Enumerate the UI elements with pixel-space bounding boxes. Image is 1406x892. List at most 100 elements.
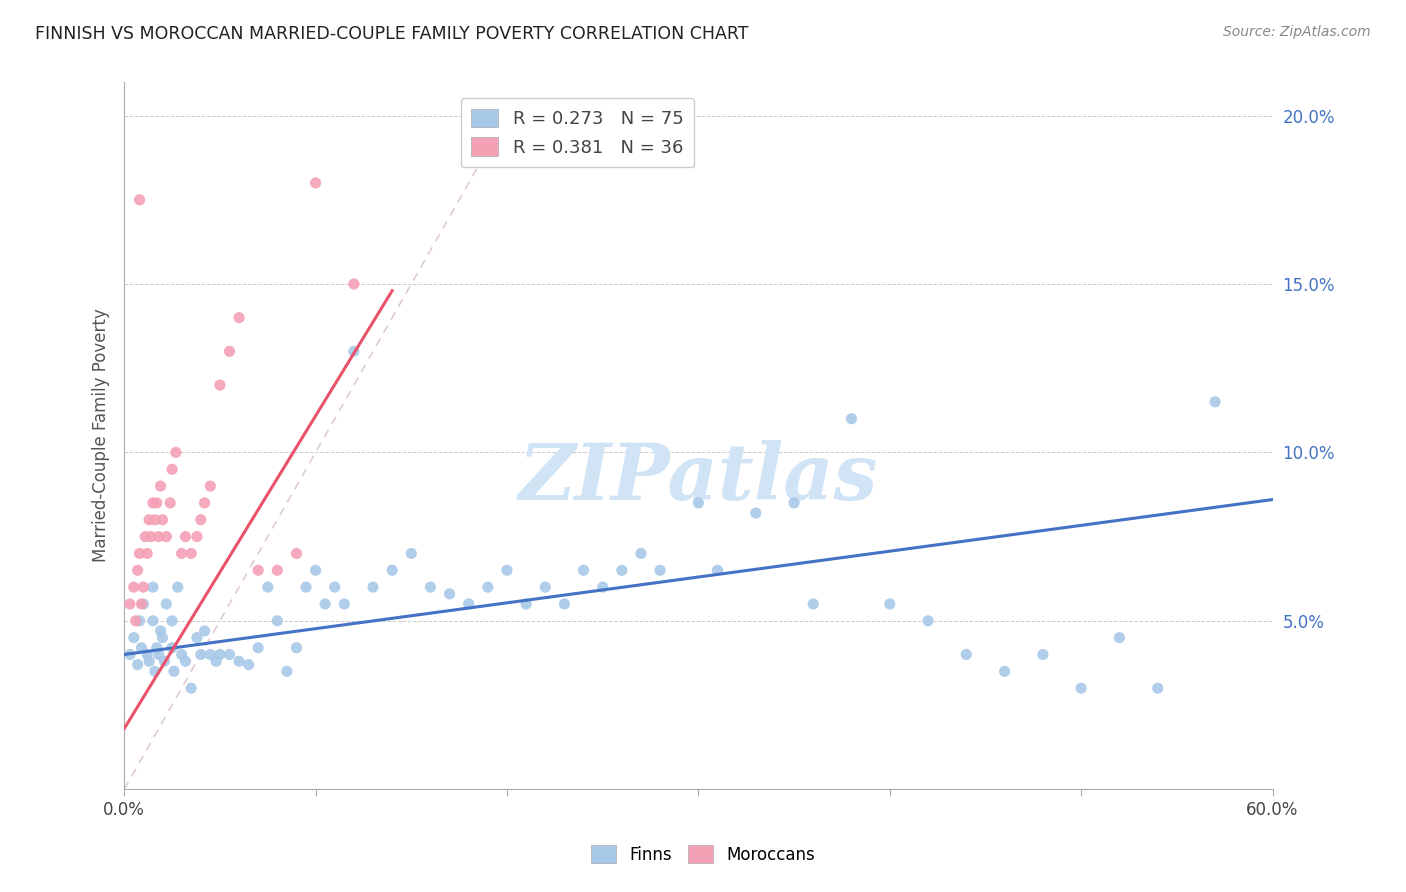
Point	[879, 597, 901, 611]
Point	[343, 277, 366, 291]
Point	[155, 597, 177, 611]
Point	[228, 310, 250, 325]
Point	[323, 580, 346, 594]
Point	[186, 530, 208, 544]
Point	[218, 344, 240, 359]
Point	[247, 563, 270, 577]
Point	[186, 631, 208, 645]
Point	[401, 546, 423, 560]
Point	[152, 513, 174, 527]
Point	[131, 597, 153, 611]
Point	[145, 640, 167, 655]
Point	[200, 648, 222, 662]
Point	[138, 513, 160, 527]
Point	[841, 411, 863, 425]
Legend: Finns, Moroccans: Finns, Moroccans	[583, 838, 823, 871]
Text: FINNISH VS MOROCCAN MARRIED-COUPLE FAMILY POVERTY CORRELATION CHART: FINNISH VS MOROCCAN MARRIED-COUPLE FAMIL…	[35, 25, 748, 43]
Point	[1108, 631, 1130, 645]
Point	[208, 648, 231, 662]
Point	[295, 580, 318, 594]
Point	[994, 665, 1017, 679]
Point	[132, 580, 155, 594]
Point	[131, 640, 153, 655]
Point	[553, 597, 575, 611]
Point	[314, 597, 336, 611]
Point	[534, 580, 557, 594]
Point	[153, 654, 176, 668]
Point	[218, 648, 240, 662]
Point	[194, 496, 217, 510]
Point	[439, 587, 461, 601]
Point	[592, 580, 614, 594]
Point	[304, 176, 326, 190]
Point	[127, 657, 149, 672]
Point	[155, 530, 177, 544]
Point	[160, 640, 183, 655]
Point	[361, 580, 384, 594]
Text: Source: ZipAtlas.com: Source: ZipAtlas.com	[1223, 25, 1371, 39]
Legend: R = 0.273   N = 75, R = 0.381   N = 36: R = 0.273 N = 75, R = 0.381 N = 36	[461, 98, 695, 168]
Point	[118, 597, 141, 611]
Point	[1204, 395, 1226, 409]
Point	[285, 546, 308, 560]
Point	[190, 513, 212, 527]
Point	[955, 648, 977, 662]
Point	[745, 506, 768, 520]
Point	[125, 614, 148, 628]
Point	[457, 597, 479, 611]
Point	[160, 614, 183, 628]
Point	[238, 657, 260, 672]
Point	[142, 614, 165, 628]
Point	[247, 640, 270, 655]
Point	[174, 530, 197, 544]
Point	[190, 648, 212, 662]
Point	[266, 614, 288, 628]
Y-axis label: Married-Couple Family Poverty: Married-Couple Family Poverty	[93, 309, 110, 563]
Point	[205, 654, 228, 668]
Point	[194, 624, 217, 638]
Point	[208, 378, 231, 392]
Point	[200, 479, 222, 493]
Point	[801, 597, 824, 611]
Point	[136, 648, 159, 662]
Point	[343, 344, 366, 359]
Point	[139, 530, 162, 544]
Point	[165, 445, 187, 459]
Point	[180, 546, 202, 560]
Point	[285, 640, 308, 655]
Point	[256, 580, 278, 594]
Point	[128, 546, 150, 560]
Point	[228, 654, 250, 668]
Point	[783, 496, 806, 510]
Point	[122, 631, 145, 645]
Point	[136, 546, 159, 560]
Point	[1032, 648, 1054, 662]
Point	[149, 479, 172, 493]
Point	[145, 496, 167, 510]
Point	[1070, 681, 1092, 695]
Point	[163, 665, 186, 679]
Point	[128, 614, 150, 628]
Point	[134, 530, 156, 544]
Point	[174, 654, 197, 668]
Point	[515, 597, 537, 611]
Point	[122, 580, 145, 594]
Point	[419, 580, 441, 594]
Point	[630, 546, 652, 560]
Point	[138, 654, 160, 668]
Point	[166, 580, 188, 594]
Point	[142, 580, 165, 594]
Point	[143, 665, 166, 679]
Point	[917, 614, 939, 628]
Point	[149, 624, 172, 638]
Point	[128, 193, 150, 207]
Point	[276, 665, 298, 679]
Point	[160, 462, 183, 476]
Text: ZIPatlas: ZIPatlas	[519, 440, 879, 516]
Point	[148, 648, 170, 662]
Point	[610, 563, 633, 577]
Point	[266, 563, 288, 577]
Point	[142, 496, 165, 510]
Point	[152, 631, 174, 645]
Point	[496, 563, 519, 577]
